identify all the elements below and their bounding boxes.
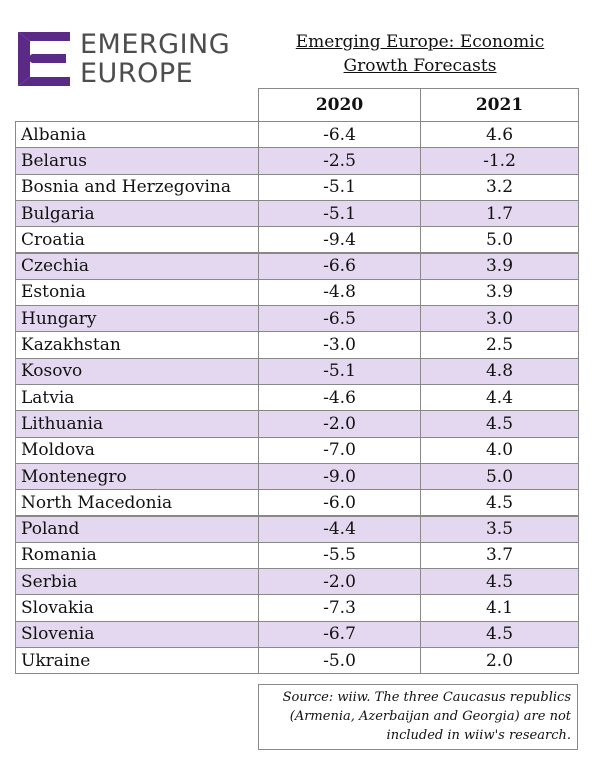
- logo-icon: [18, 32, 70, 86]
- value-cell: -2.5: [258, 147, 421, 175]
- country-cell: Bulgaria: [15, 199, 259, 228]
- value-cell: -5.0: [258, 647, 421, 675]
- value-cell: 4.8: [420, 357, 579, 385]
- country-cell: Poland: [15, 515, 259, 543]
- country-cell: Belarus: [15, 147, 259, 175]
- value-cell: -5.1: [258, 173, 421, 201]
- country-cell: Kazakhstan: [15, 331, 259, 359]
- value-cell: -3.0: [258, 331, 421, 359]
- value-cell: 4.6: [420, 121, 579, 149]
- value-cell: -2.0: [258, 568, 421, 596]
- value-cell: 5.0: [420, 226, 579, 254]
- value-cell: -4.6: [258, 384, 421, 412]
- source-note: Source: wiiw. The three Caucasus republi…: [258, 684, 578, 750]
- value-cell: 3.2: [420, 173, 579, 201]
- value-cell: -4.4: [258, 515, 421, 543]
- value-cell: 3.9: [420, 278, 579, 307]
- country-cell: Moldova: [15, 436, 259, 464]
- value-cell: -5.5: [258, 541, 421, 570]
- value-cell: 4.5: [420, 568, 579, 596]
- country-cell: Albania: [15, 121, 259, 149]
- value-cell: -1.2: [420, 147, 579, 175]
- value-cell: -6.7: [258, 620, 421, 648]
- value-cell: -6.5: [258, 305, 421, 333]
- country-cell: Bosnia and Herzegovina: [15, 173, 259, 201]
- value-cell: 3.7: [420, 541, 579, 570]
- value-cell: 4.5: [420, 489, 579, 517]
- value-cell: -6.6: [258, 252, 421, 280]
- column-header: 2020: [258, 88, 421, 122]
- logo-text: EMERGING EUROPE: [80, 30, 230, 88]
- value-cell: -4.8: [258, 278, 421, 307]
- value-cell: 3.0: [420, 305, 579, 333]
- value-cell: 4.5: [420, 410, 579, 438]
- country-cell: Czechia: [15, 252, 259, 280]
- value-cell: 5.0: [420, 462, 579, 491]
- value-cell: 1.7: [420, 199, 579, 228]
- value-cell: 3.9: [420, 252, 579, 280]
- country-cell: Estonia: [15, 278, 259, 307]
- title: Emerging Europe: Economic Growth Forecas…: [262, 30, 578, 78]
- value-cell: -5.1: [258, 199, 421, 228]
- title-line: Emerging Europe: Economic: [295, 32, 545, 52]
- value-cell: -9.0: [258, 462, 421, 491]
- value-cell: 4.5: [420, 620, 579, 648]
- value-cell: -5.1: [258, 357, 421, 385]
- country-cell: Montenegro: [15, 462, 259, 491]
- value-cell: 3.5: [420, 515, 579, 543]
- note-line: (Armenia, Azerbaijan and Georgia) are no…: [289, 709, 571, 724]
- value-cell: -9.4: [258, 226, 421, 254]
- column-header: 2021: [420, 88, 579, 122]
- country-cell: Romania: [15, 541, 259, 570]
- value-cell: 4.4: [420, 384, 579, 412]
- country-cell: Serbia: [15, 568, 259, 596]
- note-line: Source: wiiw. The three Caucasus republi…: [282, 690, 571, 705]
- country-cell: Croatia: [15, 226, 259, 254]
- country-cell: Ukraine: [15, 647, 259, 675]
- value-cell: -7.3: [258, 594, 421, 622]
- note-line: included in wiiw's research.: [386, 728, 571, 743]
- value-cell: -6.0: [258, 489, 421, 517]
- value-cell: -6.4: [258, 121, 421, 149]
- country-cell: North Macedonia: [15, 489, 259, 517]
- country-cell: Slovakia: [15, 594, 259, 622]
- logo-line: EMERGING: [80, 29, 231, 60]
- logo-line: EUROPE: [80, 58, 194, 89]
- country-cell: Lithuania: [15, 410, 259, 438]
- country-cell: Latvia: [15, 384, 259, 412]
- title-line: Growth Forecasts: [343, 56, 497, 76]
- value-cell: 2.5: [420, 331, 579, 359]
- country-cell: Hungary: [15, 305, 259, 333]
- value-cell: 2.0: [420, 647, 579, 675]
- value-cell: -7.0: [258, 436, 421, 464]
- country-cell: Slovenia: [15, 620, 259, 648]
- value-cell: 4.0: [420, 436, 579, 464]
- country-cell: Kosovo: [15, 357, 259, 385]
- value-cell: -2.0: [258, 410, 421, 438]
- value-cell: 4.1: [420, 594, 579, 622]
